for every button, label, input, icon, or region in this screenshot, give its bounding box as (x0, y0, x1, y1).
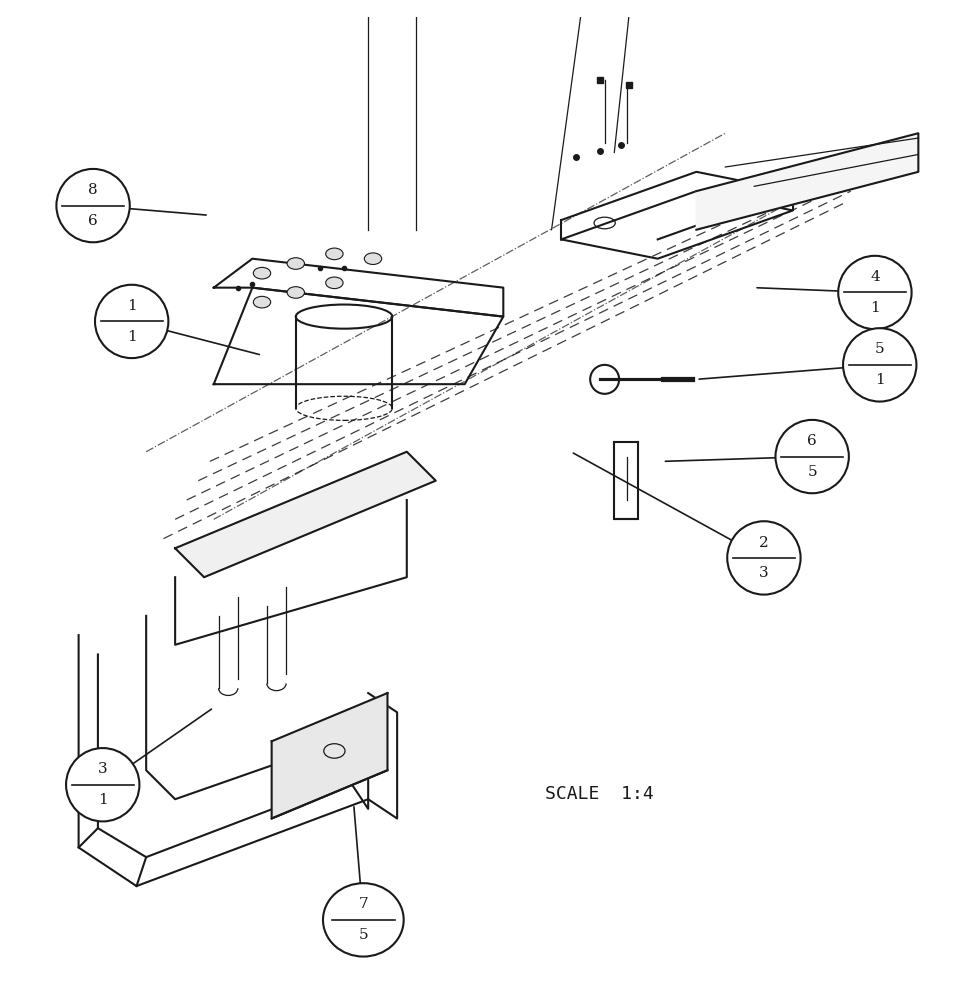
Circle shape (727, 521, 801, 595)
Polygon shape (272, 693, 387, 819)
Text: 1: 1 (98, 793, 107, 807)
Text: 5: 5 (807, 465, 817, 479)
Ellipse shape (254, 267, 271, 279)
Polygon shape (175, 452, 436, 577)
Circle shape (838, 256, 912, 329)
Text: 2: 2 (759, 536, 769, 550)
Text: 6: 6 (807, 434, 817, 448)
Ellipse shape (323, 883, 404, 957)
Ellipse shape (287, 258, 305, 269)
Circle shape (775, 420, 849, 493)
Circle shape (843, 328, 917, 402)
Text: 3: 3 (98, 762, 107, 776)
Text: 8: 8 (88, 183, 98, 197)
Ellipse shape (287, 287, 305, 298)
Text: 5: 5 (875, 342, 885, 356)
Text: 1: 1 (127, 299, 136, 313)
Polygon shape (696, 133, 919, 230)
Text: 5: 5 (358, 928, 368, 942)
Text: 1: 1 (875, 373, 885, 387)
Circle shape (95, 285, 168, 358)
Circle shape (66, 748, 139, 821)
Text: 1: 1 (127, 330, 136, 344)
Ellipse shape (325, 277, 343, 289)
Text: SCALE  1:4: SCALE 1:4 (545, 785, 654, 803)
Circle shape (56, 169, 130, 242)
Text: 7: 7 (358, 897, 368, 911)
Ellipse shape (325, 248, 343, 260)
Text: 3: 3 (759, 566, 769, 580)
Ellipse shape (254, 296, 271, 308)
Ellipse shape (364, 253, 381, 264)
Text: 1: 1 (870, 301, 880, 315)
Text: 6: 6 (88, 214, 98, 228)
Text: 4: 4 (870, 270, 880, 284)
